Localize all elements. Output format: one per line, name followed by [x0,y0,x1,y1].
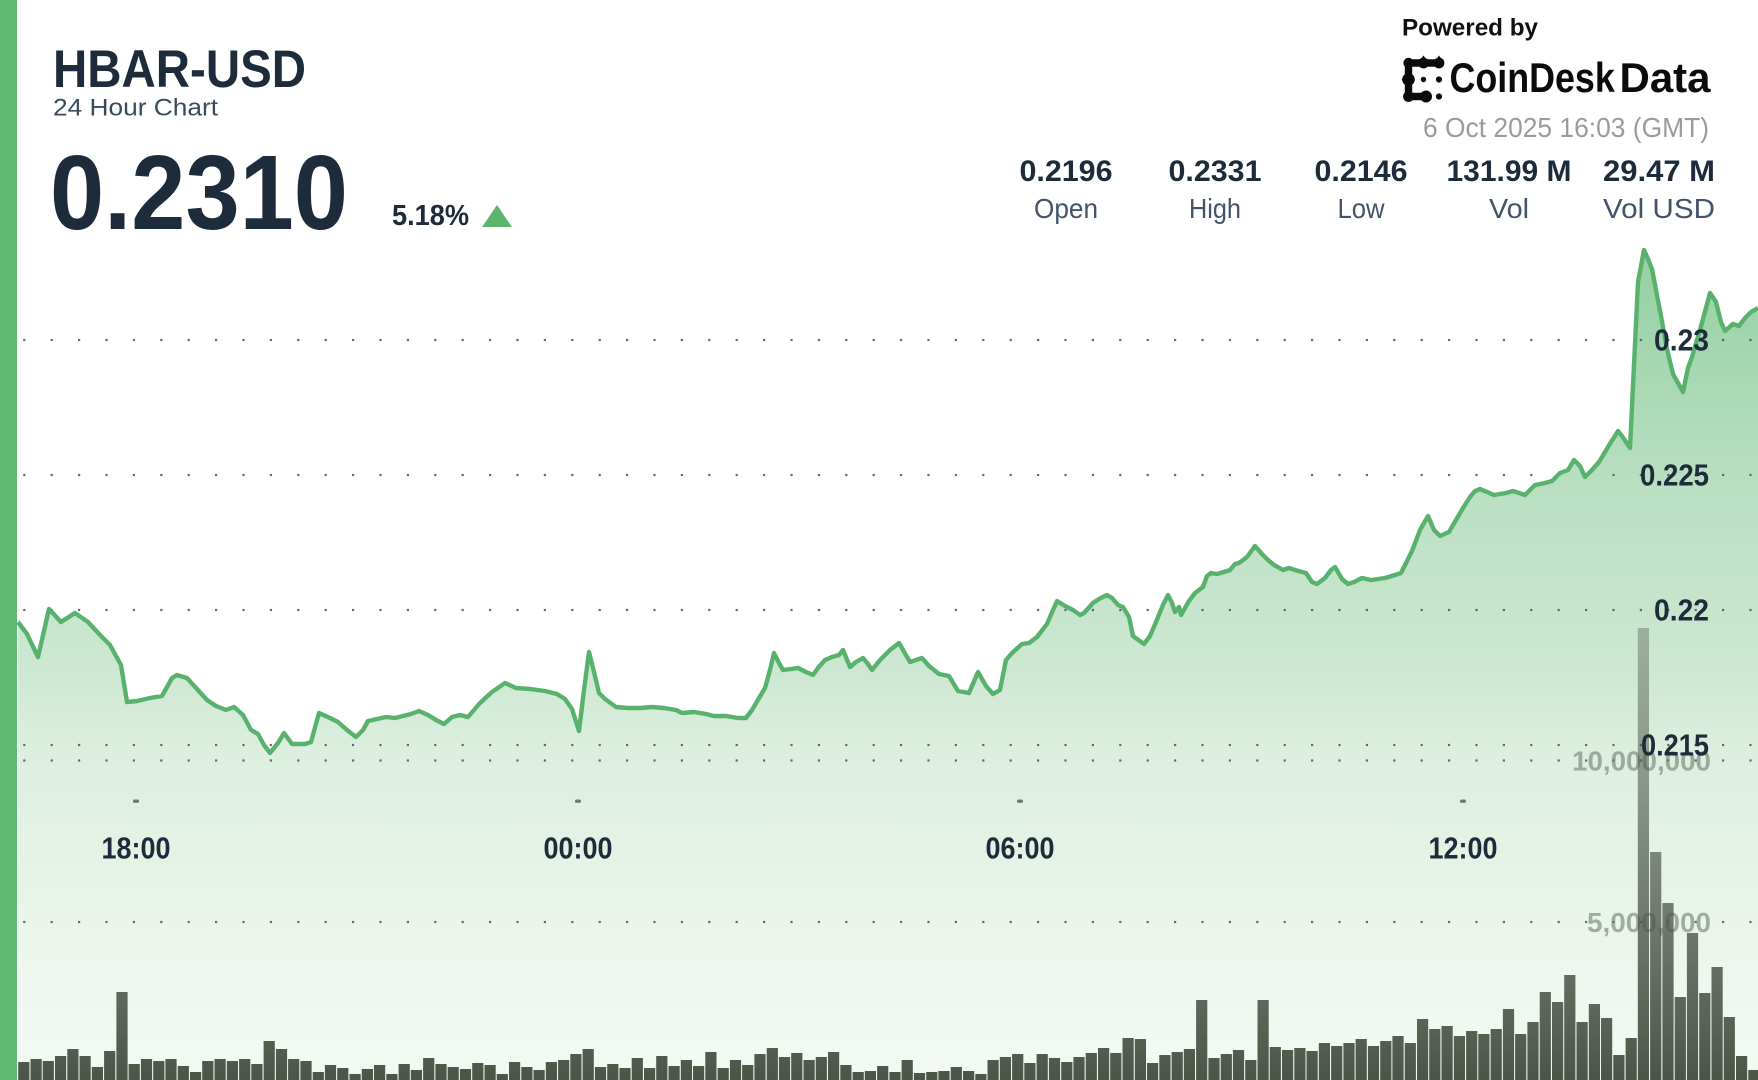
svg-text:0.225: 0.225 [1640,458,1709,493]
svg-text:5.18%: 5.18% [392,200,469,232]
svg-text:18:00: 18:00 [102,831,171,866]
svg-text:29.47 M: 29.47 M [1603,155,1715,188]
svg-text:0.215: 0.215 [1641,728,1709,763]
svg-text:0.2310: 0.2310 [50,134,348,252]
svg-text:Data: Data [1620,54,1712,101]
svg-text:0.2196: 0.2196 [1020,155,1113,188]
svg-text:Low: Low [1338,193,1386,224]
svg-text:0.2146: 0.2146 [1315,155,1408,188]
svg-text:Vol: Vol [1489,193,1529,224]
svg-text:Powered by: Powered by [1402,15,1539,42]
svg-text:0.2331: 0.2331 [1169,155,1262,188]
svg-text:24 Hour Chart: 24 Hour Chart [53,95,218,122]
svg-text:Open: Open [1034,193,1098,224]
svg-text:12:00: 12:00 [1429,831,1498,866]
svg-text:0.22: 0.22 [1654,593,1709,628]
svg-text:131.99 M: 131.99 M [1447,155,1572,188]
svg-text:00:00: 00:00 [544,831,613,866]
svg-text:6 Oct 2025 16:03 (GMT): 6 Oct 2025 16:03 (GMT) [1423,112,1709,143]
svg-text:High: High [1189,193,1241,224]
svg-text:06:00: 06:00 [986,831,1055,866]
svg-text:CoinDesk: CoinDesk [1450,56,1615,102]
svg-text:HBAR-USD: HBAR-USD [53,40,306,99]
svg-text:0.23: 0.23 [1654,323,1709,358]
svg-text:Vol USD: Vol USD [1603,193,1715,224]
